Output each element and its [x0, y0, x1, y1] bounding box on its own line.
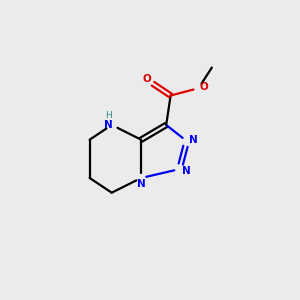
Text: H: H: [105, 111, 112, 120]
Text: O: O: [143, 74, 152, 84]
Text: N: N: [137, 179, 146, 190]
Text: N: N: [189, 135, 198, 145]
Text: O: O: [200, 82, 208, 92]
Text: N: N: [104, 120, 113, 130]
Text: N: N: [182, 166, 190, 176]
